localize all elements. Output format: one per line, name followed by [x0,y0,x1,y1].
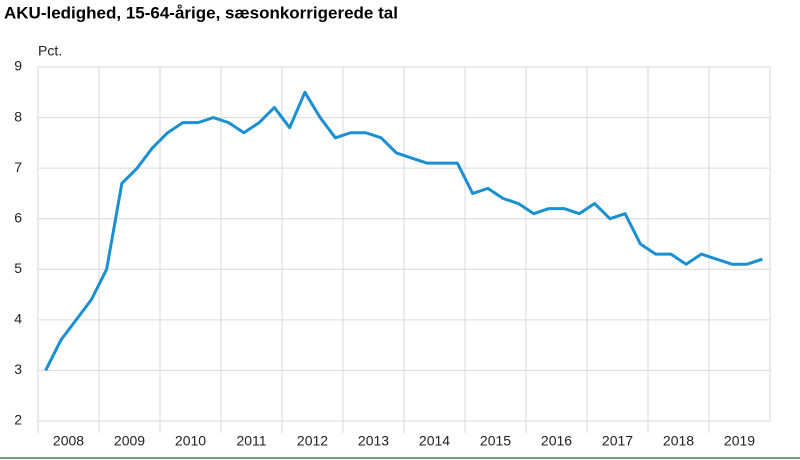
x-tick-label: 2008 [53,433,84,449]
x-tick-label: 2019 [724,433,755,449]
x-tick-label: 2011 [236,433,266,449]
y-tick-label: 3 [14,361,22,377]
y-axis-label: Pct. [38,43,62,59]
x-tick-label: 2009 [114,433,145,449]
y-tick-label: 8 [14,108,22,124]
y-tick-label: 5 [14,260,22,276]
x-tick-label: 2010 [175,433,206,449]
y-tick-label: 6 [14,209,22,225]
x-tick-label: 2016 [541,433,572,449]
chart-title: AKU-ledighed, 15-64-årige, sæsonkorriger… [4,3,398,22]
data-line [44,90,763,372]
x-tick-label: 2017 [602,433,633,449]
x-tick-label: 2014 [419,433,450,449]
y-tick-label: 2 [14,412,22,428]
y-tick-label: 7 [14,159,22,175]
x-tick-label: 2015 [480,433,511,449]
x-tick-label: 2013 [358,433,389,449]
y-tick-label: 4 [14,311,22,327]
y-tick-label: 9 [14,58,22,74]
x-tick-label: 2012 [297,433,328,449]
x-tick-label: 2018 [663,433,694,449]
